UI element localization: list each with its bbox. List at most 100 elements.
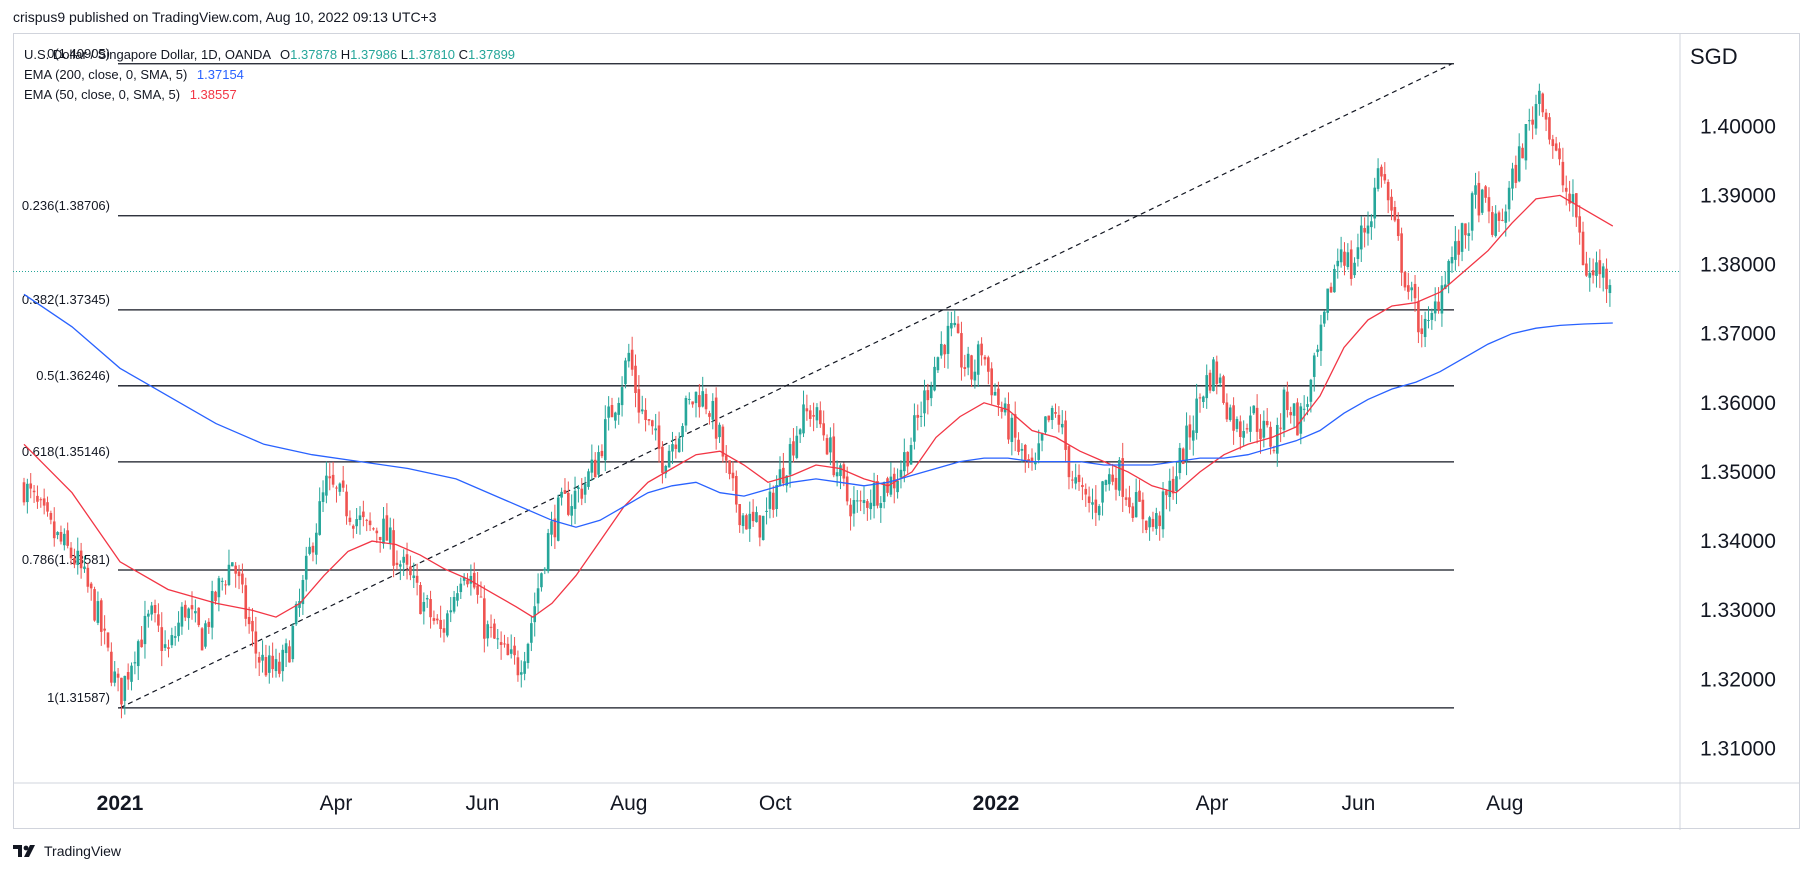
candle-body <box>1417 301 1420 333</box>
candle <box>415 563 419 596</box>
candle <box>735 470 738 513</box>
candle <box>687 392 691 405</box>
time-tick-label: Aug <box>1486 792 1523 815</box>
candle-body <box>1306 404 1309 407</box>
candle-body <box>1312 355 1316 377</box>
candle <box>143 600 147 659</box>
candle-body <box>980 343 983 356</box>
candle <box>402 549 405 576</box>
candle <box>933 356 936 392</box>
candle-body <box>600 450 604 457</box>
candle <box>1373 177 1377 229</box>
candle <box>136 639 140 681</box>
candle-body <box>674 444 678 449</box>
candle <box>42 488 46 515</box>
candle-body <box>960 333 963 368</box>
candle-body <box>1124 497 1128 500</box>
candle <box>1071 470 1074 489</box>
candle <box>1245 423 1249 434</box>
candle-body <box>788 444 792 475</box>
candle <box>1239 415 1242 450</box>
candle <box>1050 405 1054 430</box>
candle-body <box>1464 223 1467 236</box>
candle-body <box>1329 286 1333 293</box>
candle <box>640 395 644 415</box>
candle-body <box>970 355 973 380</box>
candle-body <box>614 412 617 421</box>
candle-body <box>503 643 506 645</box>
candle <box>778 456 782 487</box>
candle-body <box>429 599 432 618</box>
candle <box>449 597 453 623</box>
candle <box>1074 463 1077 490</box>
candle <box>1581 221 1585 266</box>
candle <box>929 381 933 407</box>
candle <box>603 405 607 472</box>
candle <box>1020 443 1024 463</box>
candle <box>610 397 614 418</box>
candle-body <box>69 547 73 559</box>
candle-body <box>523 661 526 674</box>
candle-body <box>318 501 321 535</box>
candle-body <box>1564 187 1568 192</box>
candle-body <box>808 410 812 419</box>
candle <box>1118 457 1121 497</box>
candle-body <box>1316 349 1319 353</box>
candle <box>251 608 254 647</box>
price-tick-label: 1.33000 <box>1700 599 1776 622</box>
candle <box>691 401 694 408</box>
candle-body <box>1101 481 1104 503</box>
tradingview-brand[interactable]: TradingView <box>13 843 121 859</box>
candle <box>711 393 715 430</box>
candle-body <box>1554 143 1558 151</box>
candle-body <box>412 575 416 578</box>
candle-body <box>530 623 533 643</box>
candle <box>318 487 321 536</box>
candle <box>1114 465 1118 501</box>
candle-body <box>516 657 520 676</box>
candle-body <box>556 497 560 541</box>
candle <box>1091 488 1094 520</box>
candle-body <box>241 573 244 585</box>
candle-body <box>1521 147 1524 159</box>
candle <box>452 590 456 614</box>
candle-body <box>378 536 382 541</box>
candle <box>963 354 967 377</box>
candle <box>1265 408 1269 428</box>
candle <box>435 614 439 625</box>
candle-body <box>1013 414 1017 438</box>
candle-body <box>735 476 738 505</box>
candle-body <box>519 672 523 675</box>
candle <box>1111 463 1114 486</box>
candle <box>983 354 987 366</box>
ema50-row[interactable]: EMA (50, close, 0, SMA, 5) 1.38557 <box>24 85 515 105</box>
candle <box>133 651 137 675</box>
candle <box>1195 383 1198 440</box>
candle <box>378 536 382 553</box>
candle <box>351 524 355 539</box>
candle-body <box>661 446 664 473</box>
candle-body <box>315 532 318 555</box>
candle <box>939 331 943 359</box>
candle <box>442 619 446 643</box>
candle-body <box>267 655 271 673</box>
candle <box>546 528 550 574</box>
candle-body <box>1282 389 1286 430</box>
candle <box>590 444 594 481</box>
candle <box>388 517 392 550</box>
candle <box>990 362 993 405</box>
candle-body <box>603 419 607 461</box>
candle-body <box>200 628 204 651</box>
candle <box>116 667 120 692</box>
candle-body <box>1349 249 1353 279</box>
candle-body <box>1218 377 1222 383</box>
ema200-row[interactable]: EMA (200, close, 0, SMA, 5) 1.37154 <box>24 65 515 85</box>
candle-body <box>1104 480 1108 486</box>
candle-body <box>640 409 644 412</box>
candle <box>46 496 49 517</box>
candle-body <box>1205 375 1209 399</box>
candle-body <box>220 580 224 582</box>
time-tick-label: Apr <box>320 792 353 815</box>
candle-body <box>113 671 117 683</box>
